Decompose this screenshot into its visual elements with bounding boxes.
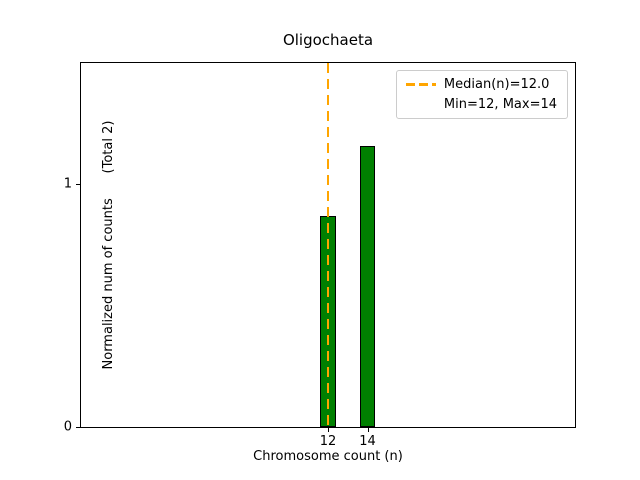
plot-area: Median(n)=12.0 Min=12, Max=14 12 14 0 1 (64, 62, 576, 449)
legend-label-minmax: Min=12, Max=14 (443, 97, 557, 112)
legend-entry-median: Median(n)=12.0 (405, 77, 557, 92)
legend: Median(n)=12.0 Min=12, Max=14 (395, 70, 568, 119)
legend-label-median: Median(n)=12.0 (443, 77, 550, 92)
x-tick (328, 427, 329, 432)
legend-entry-minmax: Min=12, Max=14 (406, 97, 557, 112)
legend-empty-swatch (406, 103, 436, 106)
y-tick (76, 427, 81, 428)
y-tick-label: 1 (63, 176, 72, 192)
y-tick (76, 184, 81, 186)
median-line (327, 63, 329, 427)
chart-title: Oligochaeta (282, 31, 374, 49)
x-axis-label: Chromosome count (n) (253, 449, 403, 464)
x-tick-label: 12 (319, 434, 337, 449)
x-tick-label: 14 (359, 434, 376, 449)
x-tick (367, 427, 369, 432)
y-tick-label: 0 (63, 419, 72, 435)
bar-14 (359, 145, 376, 427)
y-axis-label: Normalized num of counts (Total 2) (101, 120, 116, 370)
median-line-swatch-icon (405, 83, 436, 86)
